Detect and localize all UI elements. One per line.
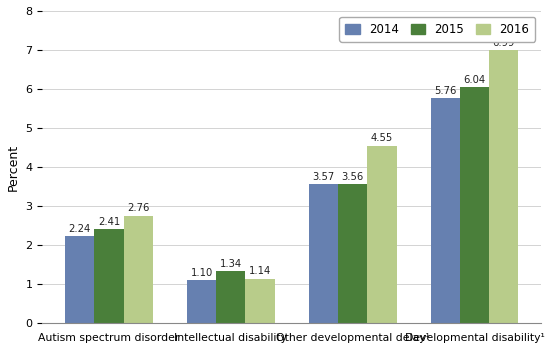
Bar — [65, 236, 94, 323]
Text: 6.99: 6.99 — [493, 38, 515, 48]
Bar — [489, 50, 519, 323]
Text: 3.56: 3.56 — [342, 172, 364, 182]
Bar — [431, 98, 460, 323]
Text: 2.76: 2.76 — [127, 203, 150, 213]
Bar — [187, 280, 216, 323]
Bar — [367, 146, 396, 323]
Text: 3.57: 3.57 — [312, 172, 334, 182]
Bar — [216, 271, 245, 323]
Text: 2.41: 2.41 — [98, 217, 120, 227]
Text: 1.34: 1.34 — [220, 259, 242, 269]
Bar — [245, 279, 274, 323]
Text: 5.76: 5.76 — [434, 86, 456, 96]
Text: 1.14: 1.14 — [249, 266, 271, 277]
Text: 1.10: 1.10 — [190, 268, 213, 278]
Text: 2.24: 2.24 — [68, 224, 91, 233]
Bar — [460, 88, 489, 323]
Y-axis label: Percent: Percent — [7, 144, 20, 191]
Bar — [338, 184, 367, 323]
Legend: 2014, 2015, 2016: 2014, 2015, 2016 — [339, 17, 535, 42]
Bar — [309, 184, 338, 323]
Bar — [94, 229, 124, 323]
Text: 6.04: 6.04 — [464, 75, 486, 85]
Text: 4.55: 4.55 — [371, 133, 393, 143]
Bar — [124, 216, 153, 323]
